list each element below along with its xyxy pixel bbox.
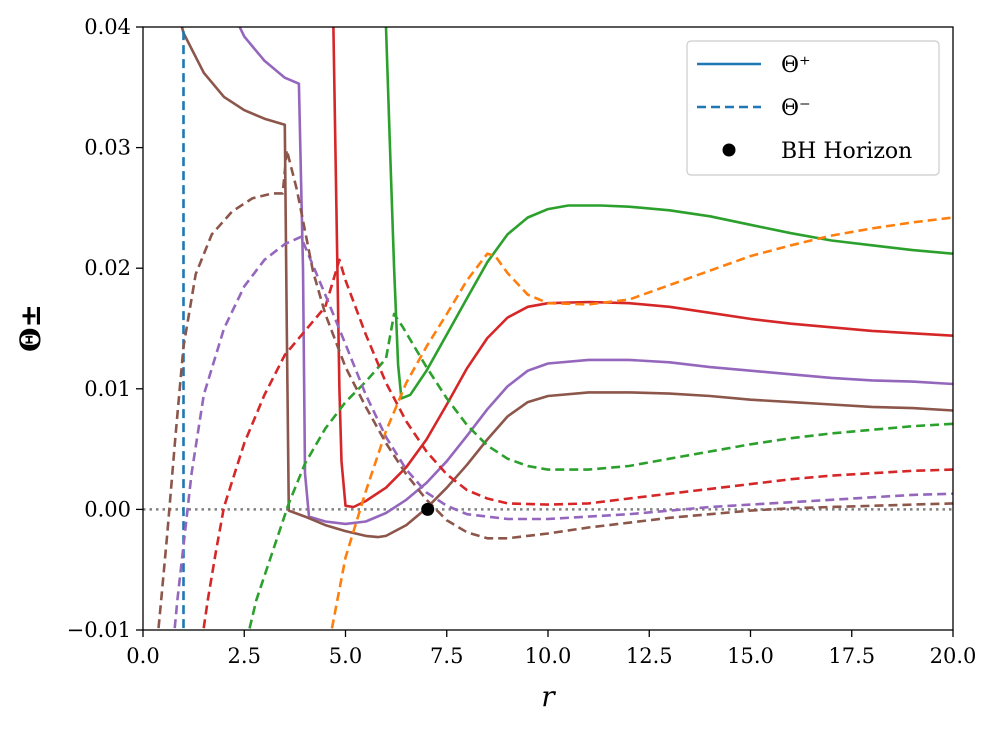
y-axis-label: Θ± bbox=[14, 304, 47, 352]
legend-box bbox=[686, 40, 940, 176]
x-tick-label: 7.5 bbox=[430, 644, 463, 668]
x-tick-label: 2.5 bbox=[228, 644, 261, 668]
y-tick-label: 0.00 bbox=[84, 497, 131, 521]
series-theta-plus-1 bbox=[332, 27, 953, 509]
x-axis-label: r bbox=[541, 680, 556, 713]
x-tick-label: 5.0 bbox=[329, 644, 362, 668]
y-tick-label: −0.01 bbox=[67, 618, 131, 642]
y-tick-label: 0.01 bbox=[84, 377, 131, 401]
legend: Θ⁺ Θ⁻ BH Horizon bbox=[686, 40, 940, 176]
series-theta-plus-2 bbox=[238, 27, 953, 526]
x-tick-label: 17.5 bbox=[828, 644, 875, 668]
legend-label: Θ⁺ bbox=[781, 53, 811, 78]
series-theta-minus-5 bbox=[330, 216, 953, 630]
x-tick-label: 10.0 bbox=[525, 644, 572, 668]
x-tick-label: 15.0 bbox=[727, 644, 774, 668]
series-theta-minus-9 bbox=[157, 148, 953, 630]
series-theta-minus-7 bbox=[202, 258, 953, 630]
y-tick-label: 0.02 bbox=[84, 256, 131, 280]
x-tick-label: 0.0 bbox=[126, 644, 159, 668]
y-tick-label: 0.03 bbox=[84, 136, 131, 160]
bh-horizon-marker bbox=[421, 502, 435, 516]
x-tick-label: 12.5 bbox=[626, 644, 673, 668]
legend-label: BH Horizon bbox=[781, 139, 912, 164]
series-theta-plus-0 bbox=[384, 27, 953, 400]
x-tick-label: 20.0 bbox=[930, 644, 977, 668]
series-theta-minus-6 bbox=[247, 312, 953, 630]
legend-label: Θ⁻ bbox=[781, 96, 811, 121]
legend-marker-bh-horizon bbox=[722, 143, 736, 157]
y-tick-label: 0.04 bbox=[84, 15, 131, 39]
